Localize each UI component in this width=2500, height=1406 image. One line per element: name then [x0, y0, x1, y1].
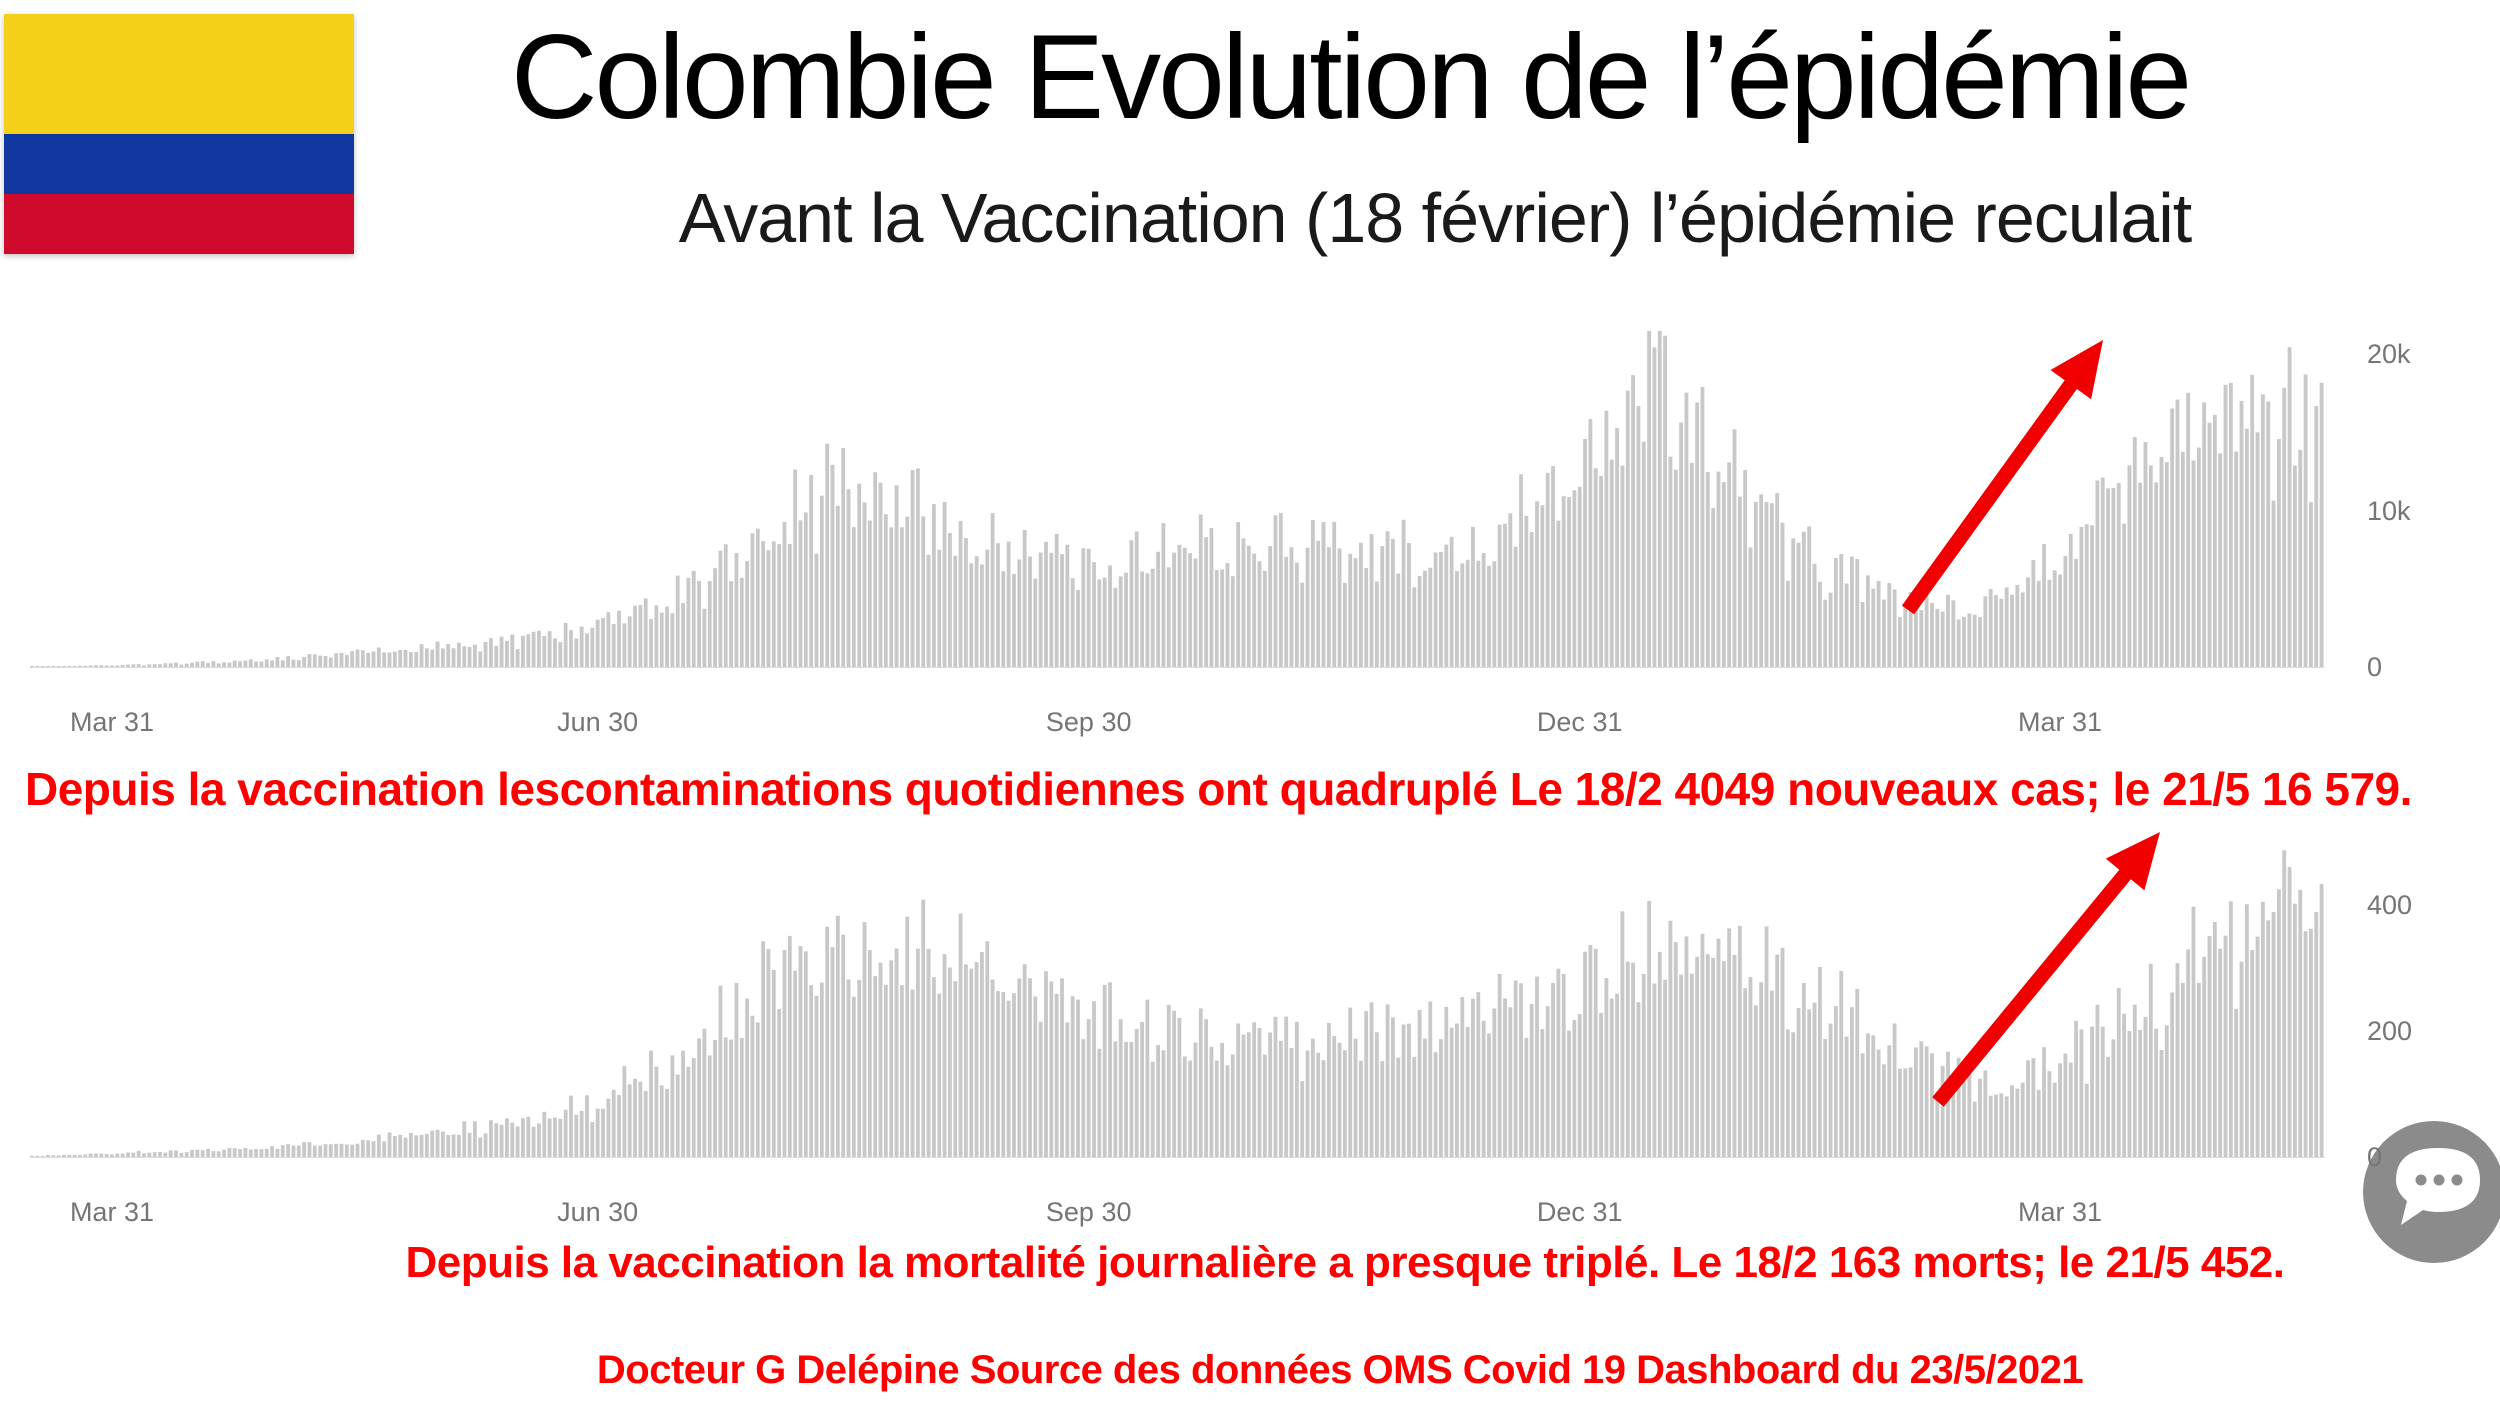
- colombia-flag: [4, 14, 354, 254]
- x-axis-tick-label: Mar 31: [2018, 1197, 2103, 1227]
- flag-yellow-stripe: [4, 14, 354, 134]
- x-axis-tick-label: Jun 30: [557, 707, 639, 737]
- deaths-annotation: Depuis la vaccination la mortalité journ…: [405, 1238, 2285, 1287]
- x-axis-tick-label: Dec 31: [1536, 707, 1623, 737]
- cases-bars: [30, 330, 2324, 667]
- y-axis-tick-label: 20k: [2367, 339, 2411, 370]
- y-axis-tick-label: 200: [2367, 1016, 2413, 1047]
- x-axis-tick-label: Mar 31: [2018, 707, 2103, 737]
- source-footer: Docteur G Delépine Source des données OM…: [596, 1348, 2084, 1392]
- x-axis-tick-label: Jun 30: [557, 1197, 639, 1227]
- flag-blue-stripe: [4, 134, 354, 194]
- cases-x-axis-line: [30, 667, 2325, 668]
- y-axis-tick-label: 400: [2367, 890, 2413, 921]
- x-axis-tick-label: Mar 31: [69, 1197, 154, 1227]
- deaths-x-axis-line: [30, 1157, 2325, 1158]
- cases-chart: [30, 320, 2325, 668]
- x-axis-tick-label: Sep 30: [1045, 1197, 1132, 1227]
- y-axis-tick-label: 0: [2367, 1142, 2383, 1172]
- x-axis-tick-label: Mar 31: [69, 707, 154, 737]
- y-axis-tick-label: 10k: [2367, 495, 2411, 526]
- x-axis-tick-label: Dec 31: [1536, 1197, 1623, 1227]
- flag-red-stripe: [4, 194, 354, 254]
- chat-widget-button[interactable]: [2358, 1118, 2500, 1268]
- deaths-chart: [30, 820, 2325, 1158]
- deaths-bars: [30, 850, 2324, 1157]
- cases-annotation: Depuis la vaccination lescontaminations …: [25, 763, 2412, 815]
- page-title: Colombie Evolution de l’épidémie: [510, 10, 2192, 144]
- chat-bubble-icon: [2363, 1121, 2500, 1263]
- y-axis-tick-label: 0: [2367, 652, 2383, 682]
- page-subtitle: Avant la Vaccination (18 février) l’épid…: [678, 179, 2192, 257]
- x-axis-tick-label: Sep 30: [1045, 707, 1132, 737]
